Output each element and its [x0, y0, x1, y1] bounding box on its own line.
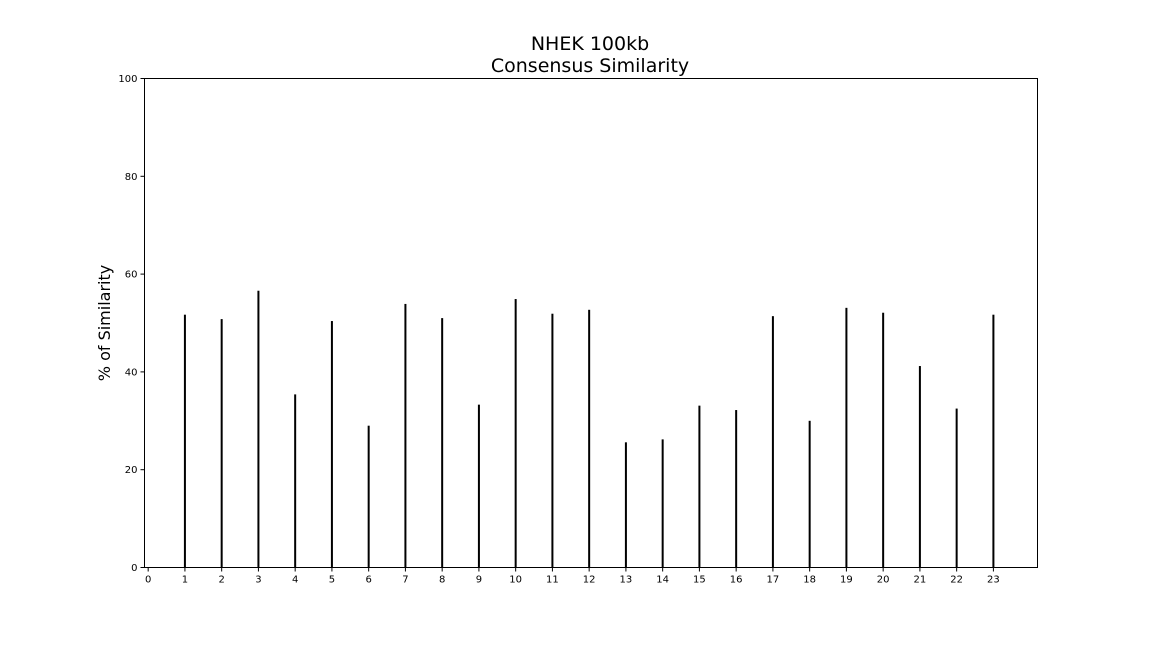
x-axis: 0 1 2 3 4 5 6 7 8 9 10 11 12 13 14 15 16 17 18 19 20 21 22 23 [145, 567, 1000, 586]
x-tick-label: 23 [987, 575, 1000, 586]
bar-17 [771, 316, 774, 568]
y-axis: 0 20 40 60 80 100 [118, 74, 145, 574]
x-tick-label: 16 [730, 575, 743, 586]
y-tick-label: 40 [125, 367, 138, 378]
bars [183, 290, 995, 568]
x-tick-label: 7 [402, 575, 408, 586]
x-tick-label: 5 [329, 575, 335, 586]
y-axis-label: % of Similarity [95, 265, 114, 381]
plot-frame [144, 78, 1038, 568]
bar-6 [367, 425, 370, 568]
x-tick-label: 13 [620, 575, 633, 586]
x-tick-label: 21 [914, 575, 927, 586]
bar-14 [661, 439, 664, 568]
x-tick-label: 12 [583, 575, 596, 586]
y-tick-label: 20 [125, 465, 138, 476]
bar-16 [735, 410, 738, 568]
x-tick-label: 10 [509, 575, 522, 586]
bar-21 [918, 366, 921, 568]
x-tick-label: 18 [803, 575, 816, 586]
bar-4 [294, 394, 297, 568]
bar-1 [183, 314, 186, 568]
y-tick-label: 100 [118, 74, 137, 85]
bar-5 [330, 321, 333, 568]
x-tick-label: 20 [877, 575, 890, 586]
x-tick-label: 3 [255, 575, 261, 586]
bar-22 [955, 408, 958, 568]
bar-3 [257, 290, 260, 568]
bar-10 [514, 299, 517, 568]
chart-title-line-1: NHEK 100kb [531, 33, 649, 55]
bar-23 [992, 314, 995, 568]
x-tick-label: 4 [292, 575, 298, 586]
y-tick-label: 0 [131, 563, 137, 574]
x-tick-label: 19 [840, 575, 853, 586]
bar-2 [220, 319, 223, 568]
bar-15 [698, 405, 701, 568]
y-tick-label: 60 [125, 270, 138, 281]
bar-8 [441, 318, 444, 568]
bar-7 [404, 303, 407, 568]
x-tick-label: 17 [767, 575, 780, 586]
x-tick-label: 14 [656, 575, 669, 586]
bar-9 [477, 404, 480, 568]
x-tick-label: 2 [218, 575, 224, 586]
x-tick-label: 9 [476, 575, 482, 586]
x-tick-label: 6 [365, 575, 371, 586]
x-tick-label: 11 [546, 575, 559, 586]
x-tick-label: 1 [182, 575, 188, 586]
chart-title-line-2: Consensus Similarity [491, 55, 689, 77]
bar-18 [808, 420, 811, 568]
bar-13 [624, 442, 627, 568]
x-tick-label: 8 [439, 575, 445, 586]
x-tick-label: 0 [145, 575, 151, 586]
x-tick-label: 22 [950, 575, 963, 586]
bar-12 [588, 309, 591, 568]
bar-20 [882, 312, 885, 568]
x-tick-label: 15 [693, 575, 706, 586]
bar-11 [551, 313, 554, 568]
bar-19 [845, 307, 848, 568]
y-tick-label: 80 [125, 172, 138, 183]
